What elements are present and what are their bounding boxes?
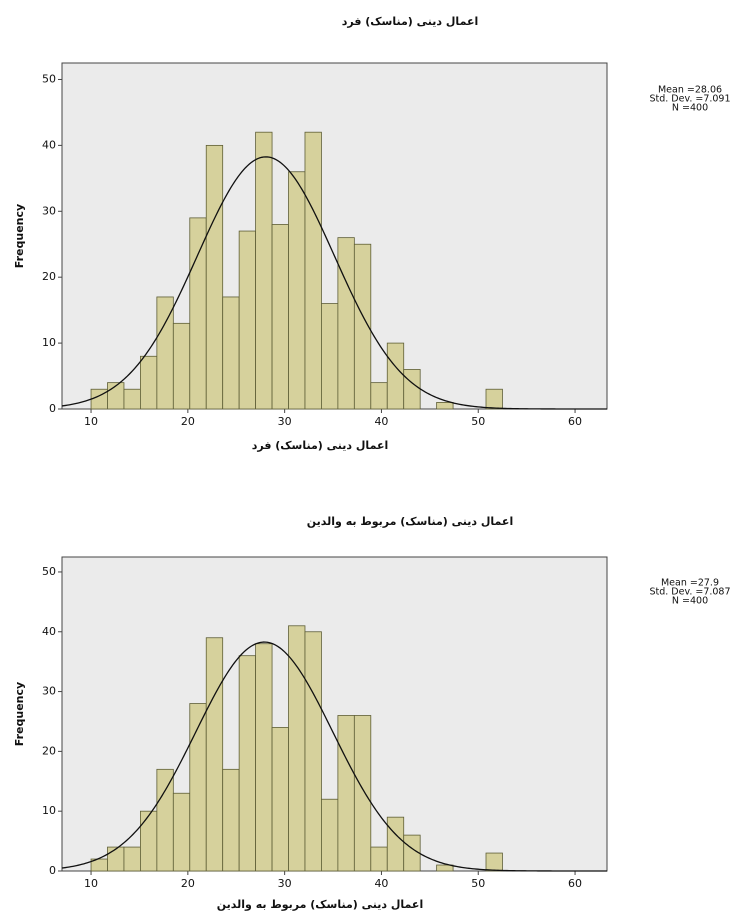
x-tick-label: 10 [84, 415, 98, 428]
bar [157, 297, 173, 409]
bar [107, 847, 123, 871]
bar [206, 638, 222, 871]
bar [223, 297, 239, 409]
bar [140, 356, 156, 409]
y-tick-label: 50 [42, 565, 56, 578]
bar [124, 389, 140, 409]
histogram-panel: اعمال دینی (مناسک) مربوط به والدین اعمال … [13, 515, 731, 911]
bar [239, 231, 255, 409]
bar [157, 769, 173, 871]
y-axis-label: Frequency [13, 204, 26, 268]
x-tick-label: 10 [84, 877, 98, 890]
bar [272, 224, 288, 409]
bar [338, 715, 354, 871]
bar [223, 769, 239, 871]
bar [124, 847, 140, 871]
y-axis-label: Frequency [13, 682, 26, 746]
y-tick-label: 40 [42, 625, 56, 638]
x-tick-label: 20 [181, 877, 195, 890]
y-tick-label: 20 [42, 744, 56, 757]
bar [256, 644, 272, 871]
bar [289, 172, 305, 409]
x-tick-label: 40 [374, 415, 388, 428]
x-tick-label: 20 [181, 415, 195, 428]
bar [387, 343, 403, 409]
bar [305, 132, 321, 409]
x-axis-label: اعمال دینی (مناسک) مربوط به والدین [217, 898, 423, 911]
bar [256, 132, 272, 409]
bar [486, 853, 502, 871]
x-tick-label: 50 [471, 877, 485, 890]
chart-title: اعمال دینی (مناسک) فرد [342, 15, 478, 28]
bar [354, 715, 370, 871]
x-tick-label: 30 [278, 415, 292, 428]
bar [387, 817, 403, 871]
y-tick-label: 20 [42, 270, 56, 283]
y-tick-label: 30 [42, 204, 56, 217]
bar [239, 656, 255, 871]
x-axis-label: اعمال دینی (مناسک) فرد [252, 439, 388, 452]
x-tick-label: 60 [568, 415, 582, 428]
bar [272, 727, 288, 871]
bar [486, 389, 502, 409]
y-tick-label: 40 [42, 138, 56, 151]
figure: اعمال دینی (مناسک) فرد اعمال دینی (مناسک)… [0, 0, 756, 912]
bar [206, 145, 222, 409]
bar [140, 811, 156, 871]
stat-label: N =400 [672, 596, 708, 607]
bar [371, 847, 387, 871]
bar [321, 304, 337, 409]
x-tick-label: 40 [374, 877, 388, 890]
histogram-panel: اعمال دینی (مناسک) فرد اعمال دینی (مناسک)… [13, 15, 731, 452]
x-tick-label: 30 [278, 877, 292, 890]
stat-label: N =400 [672, 103, 708, 114]
y-tick-label: 30 [42, 685, 56, 698]
x-tick-label: 60 [568, 877, 582, 890]
bar [305, 632, 321, 871]
y-tick-label: 10 [42, 804, 56, 817]
x-tick-label: 50 [471, 415, 485, 428]
page: اعمال دینی (مناسک) فرد اعمال دینی (مناسک)… [0, 0, 756, 912]
bar [321, 799, 337, 871]
y-tick-label: 0 [49, 402, 56, 415]
y-tick-label: 0 [49, 864, 56, 877]
bar [371, 383, 387, 409]
bar [437, 402, 453, 409]
bar [404, 835, 420, 871]
chart-title: اعمال دینی (مناسک) مربوط به والدین [307, 515, 513, 528]
y-tick-label: 10 [42, 336, 56, 349]
bar [173, 793, 189, 871]
bar [404, 369, 420, 409]
bar [338, 238, 354, 409]
y-tick-label: 50 [42, 72, 56, 85]
bar [190, 218, 206, 409]
bar [289, 626, 305, 871]
bar [173, 323, 189, 409]
